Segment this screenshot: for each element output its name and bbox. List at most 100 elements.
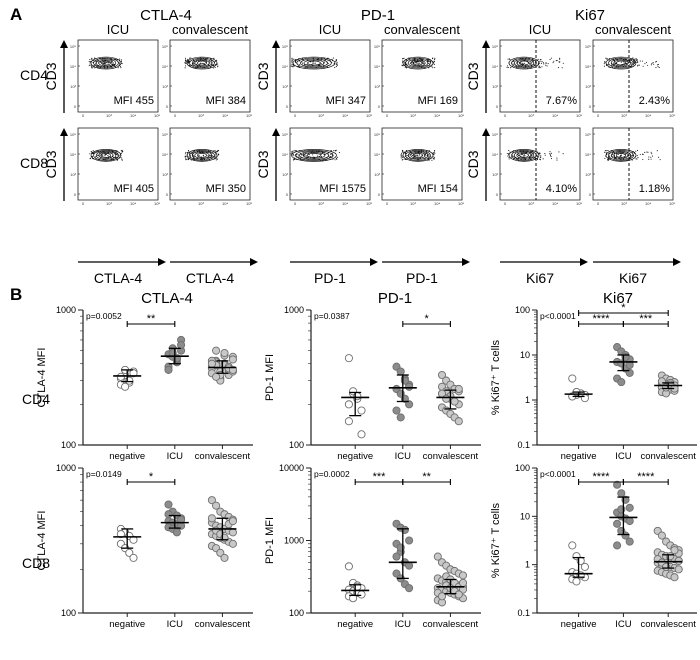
flow-tick-label: 10⁵ [458, 201, 464, 206]
flow-event-dot [184, 156, 186, 158]
flow-column-label: convalescent [384, 22, 460, 37]
flow-event-dot [217, 154, 219, 156]
flow-event-dot [645, 61, 647, 63]
flow-event-dot [431, 159, 433, 161]
flow-event-dot [539, 159, 542, 161]
flow-event-dot [96, 154, 98, 156]
flow-contour [405, 57, 431, 69]
flow-event-dot [609, 158, 611, 160]
flow-plot: 10⁵ 0 10⁴ 10³ 10³ 10⁴ 0 10⁵ MFI 384 [162, 39, 252, 118]
flow-event-dot [102, 62, 104, 64]
y-axis-label: CD3 [255, 150, 271, 178]
flow-event-dot [531, 154, 533, 156]
flow-event-dot [335, 66, 337, 68]
data-point [344, 417, 353, 426]
flow-event-dot [120, 149, 122, 151]
flow-event-dot [214, 150, 216, 152]
data-point [228, 517, 237, 526]
data-point [613, 480, 622, 489]
x-tick-label: convalescent [640, 619, 696, 630]
flow-event-dot [559, 57, 561, 59]
flow-event-dot [400, 154, 402, 156]
flow-event-dot [401, 159, 403, 161]
flow-event-dot [514, 157, 516, 159]
flow-event-dot [90, 151, 92, 153]
flow-event-dot [545, 64, 547, 66]
flow-event-dot [91, 59, 93, 61]
flow-contour [511, 57, 537, 69]
data-point [207, 514, 216, 523]
data-point [116, 530, 125, 539]
flow-event-dot [545, 62, 547, 64]
y-tick-label: 100 [61, 440, 76, 450]
flow-event-dot [562, 153, 564, 155]
flow-tick-label: 10⁴ [70, 152, 76, 157]
flow-tick-label: 10⁵ [246, 113, 252, 118]
x-axis-arrowhead [580, 258, 588, 266]
flow-tick-label: 10³ [106, 113, 112, 118]
p-value: p<0.0001 [540, 469, 576, 479]
flow-contour [616, 60, 626, 66]
x-tick-label: ICU [167, 619, 184, 630]
flow-event-dot [215, 159, 217, 161]
flow-event-dot [330, 153, 332, 156]
flow-event-dot [120, 157, 122, 159]
flow-event-dot [334, 67, 336, 69]
flow-contour [197, 60, 207, 66]
flow-tick-label: 0 [166, 192, 169, 197]
flow-event-dot [536, 155, 538, 157]
flow-tick-label: 10³ [282, 172, 288, 177]
flow-event-dot [549, 58, 551, 61]
flow-event-dot [655, 61, 657, 63]
flow-event-dot [107, 154, 109, 157]
x-tick-label: ICU [167, 451, 184, 462]
y-tick-label: 1 [525, 395, 530, 405]
flow-event-dot [540, 156, 542, 158]
flow-tick-label: 10⁵ [576, 113, 582, 118]
flow-plot: 10⁵ 0 10⁴ 10³ 10³ 10⁴ 0 10⁵ MFI 1575 [282, 127, 372, 206]
flow-event-dot [657, 66, 659, 68]
flow-event-dot [511, 154, 514, 156]
flow-event-dot [642, 154, 644, 156]
flow-event-dot [550, 57, 552, 59]
flow-column-label: ICU [319, 22, 341, 37]
flow-event-dot [659, 159, 661, 161]
flow-event-dot [118, 61, 120, 63]
flow-event-dot [401, 156, 403, 158]
flow-event-dot [434, 149, 436, 152]
flow-event-dot [191, 153, 193, 155]
flow-tick-label: 10⁴ [552, 113, 558, 118]
flow-event-dot [533, 152, 535, 154]
flow-event-dot [603, 65, 605, 67]
flow-tick-label: 10³ [282, 84, 288, 89]
flow-event-dot [556, 157, 558, 159]
flow-event-dot [207, 155, 209, 157]
significance-stars: **** [637, 471, 655, 483]
data-point [674, 556, 683, 565]
flow-event-dot [213, 150, 215, 152]
flow-event-dot [638, 64, 640, 66]
flow-tick-label: 0 [496, 104, 499, 109]
flow-event-dot [92, 66, 94, 68]
flow-event-dot [417, 63, 419, 65]
flow-event-dot [650, 151, 652, 153]
flow-contour [194, 59, 210, 67]
data-point [458, 571, 468, 580]
flow-event-dot [314, 62, 316, 64]
flow-event-dot [419, 154, 421, 156]
flow-event-dot [186, 158, 188, 160]
flow-event-dot [296, 154, 298, 156]
y-tick-label: 1000 [284, 305, 304, 315]
flow-event-dot [434, 59, 436, 61]
flow-event-dot [321, 156, 323, 158]
flow-event-dot [519, 62, 522, 64]
flow-event-dot [193, 155, 195, 157]
y-axis-label: PD-1 MFI [264, 517, 276, 564]
flow-event-dot [308, 154, 310, 156]
flow-event-dot [508, 58, 511, 60]
flow-event-dot [620, 61, 622, 63]
flow-contour [295, 150, 333, 161]
y-axis-label: CD3 [43, 62, 59, 90]
flow-event-dot [187, 58, 189, 61]
